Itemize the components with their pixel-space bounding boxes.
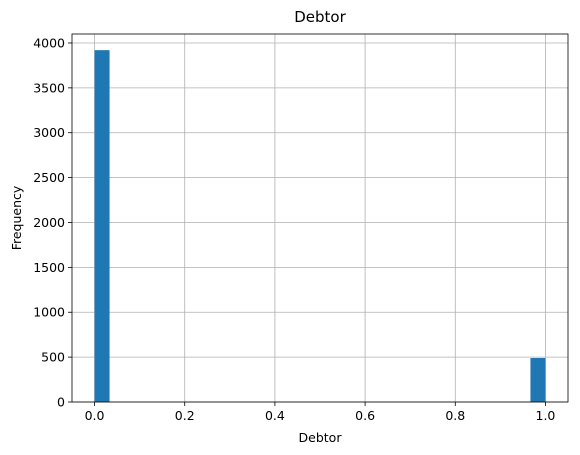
x-tick-label: 0.8 (445, 408, 465, 423)
y-tick-label: 3000 (33, 125, 65, 140)
y-tick-label: 2000 (33, 215, 65, 230)
x-tick-label: 0.6 (355, 408, 375, 423)
grid (72, 34, 568, 403)
y-tick-label: 3500 (33, 80, 65, 95)
x-tick-label: 1.0 (536, 408, 556, 423)
chart-title: Debtor (294, 8, 346, 26)
y-tick-label: 4000 (33, 35, 65, 50)
plot-frame (71, 33, 569, 403)
y-axis-label: Frequency (9, 185, 24, 250)
x-tick-label: 0.2 (175, 408, 195, 423)
x-axis-ticks: 0.0 0.2 0.4 0.6 0.8 1.0 (85, 402, 556, 423)
y-tick-label: 0 (57, 395, 65, 410)
x-tick-label: 0.0 (85, 408, 105, 423)
histogram-bar (530, 358, 546, 402)
x-tick-label: 0.4 (265, 408, 285, 423)
y-tick-label: 1000 (33, 305, 65, 320)
x-axis-label: Debtor (299, 430, 343, 445)
y-tick-label: 2500 (33, 170, 65, 185)
y-tick-label: 1500 (33, 260, 65, 275)
y-axis-ticks: 0 500 1000 1500 2000 2500 3000 3500 4000 (33, 35, 72, 410)
bars (94, 50, 546, 402)
y-tick-label: 500 (41, 350, 65, 365)
histogram-bar (94, 50, 110, 402)
